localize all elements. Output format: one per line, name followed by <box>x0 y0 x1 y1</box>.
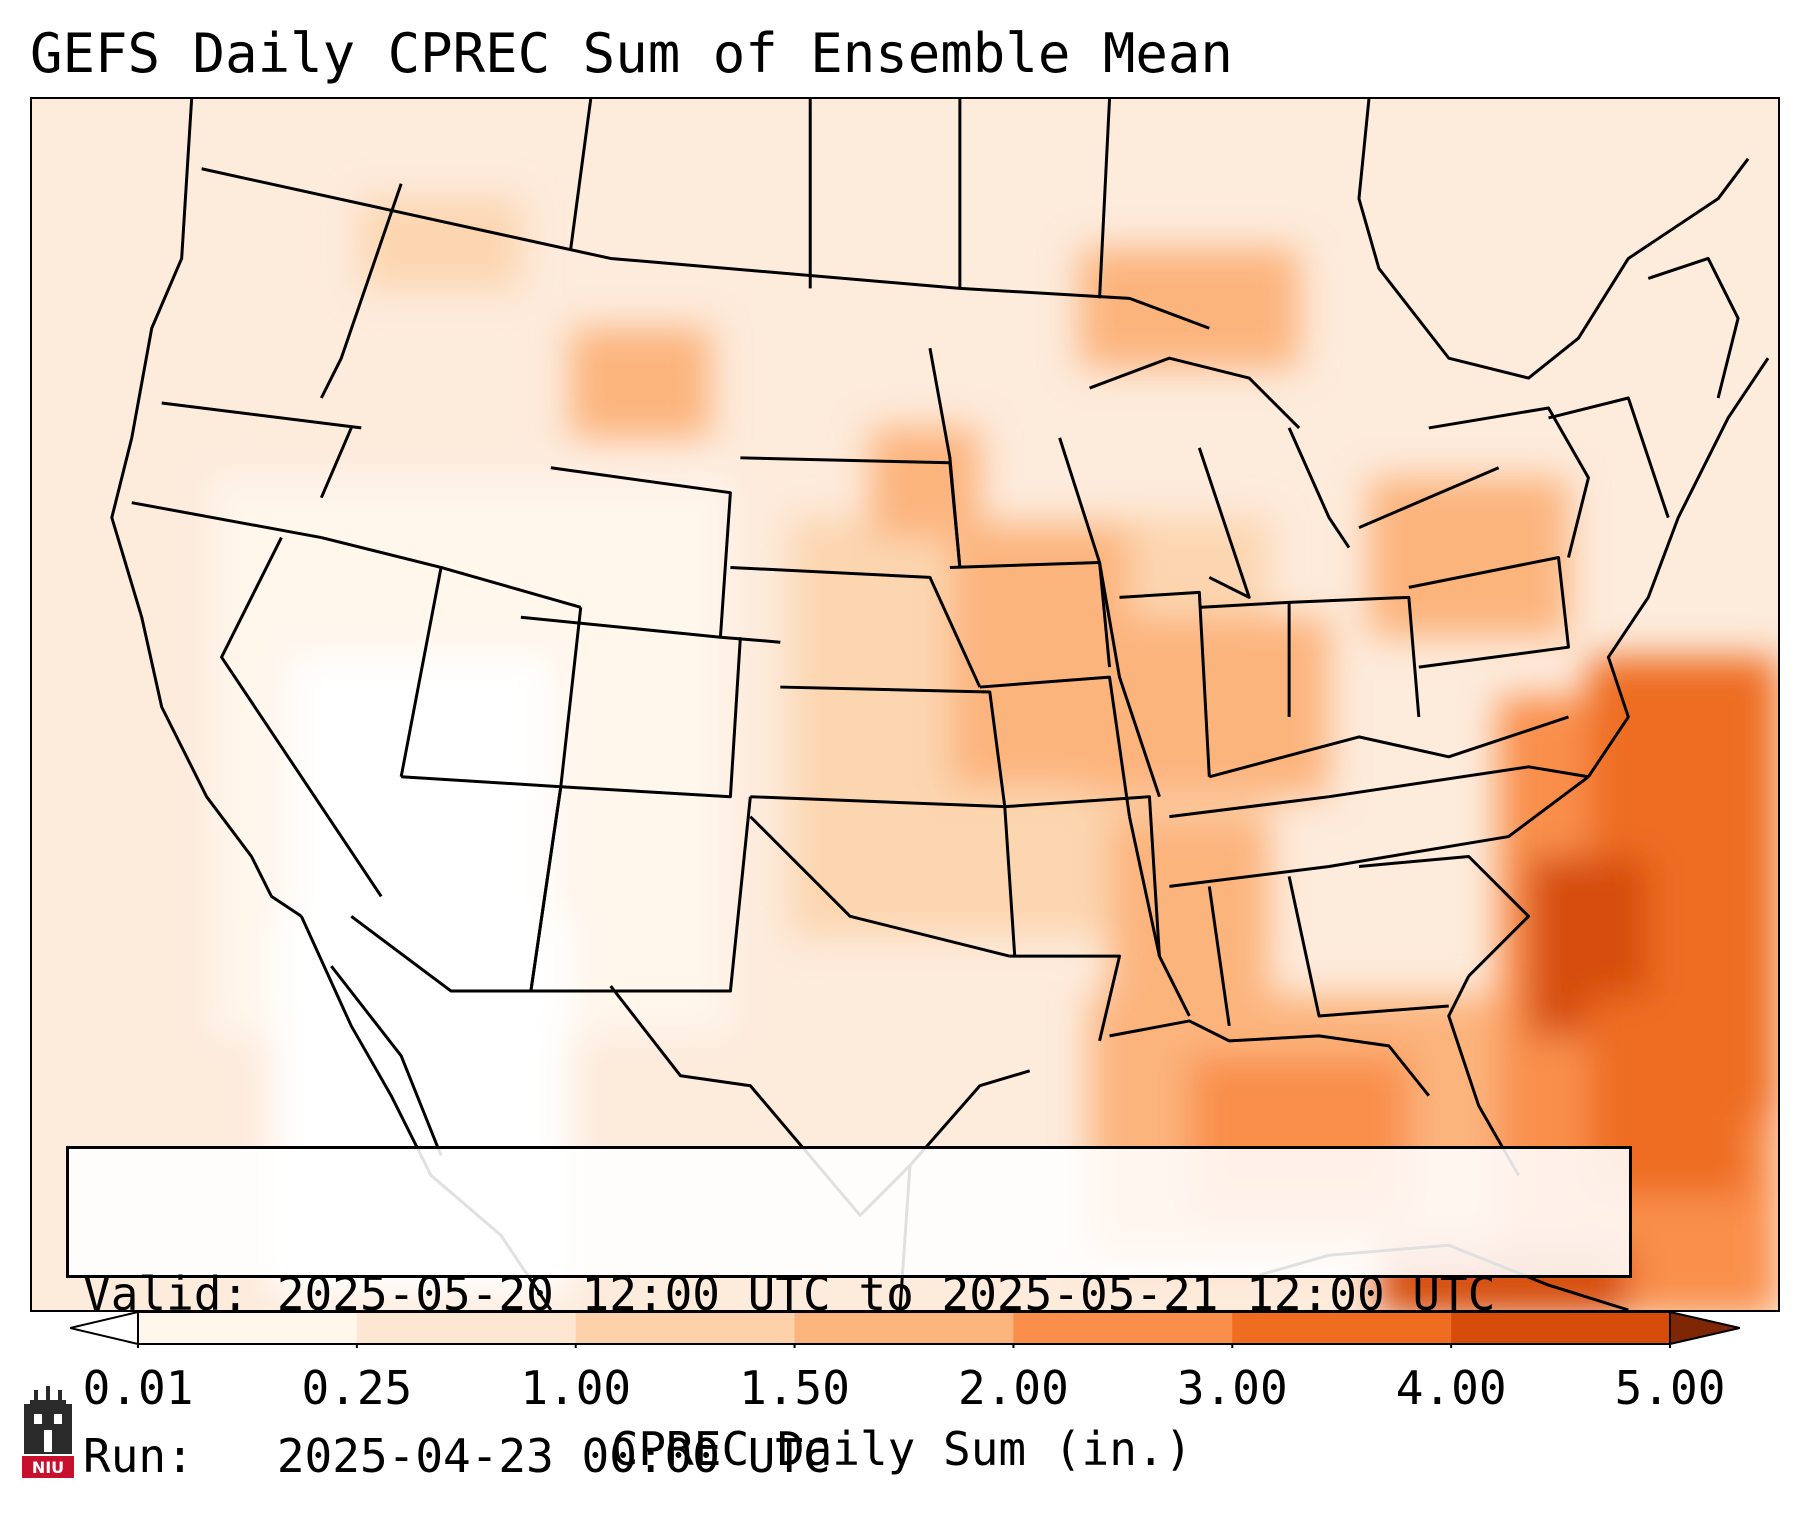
colorbar-segment <box>356 1312 577 1344</box>
colorbar-over-arrow <box>1669 1310 1740 1346</box>
colorbar-tick-label: 1.00 <box>520 1361 632 1415</box>
precipitation-map <box>30 97 1780 1312</box>
colorbar-segment <box>575 1312 796 1344</box>
colorbar-tick-label: 3.00 <box>1176 1361 1288 1415</box>
niu-logo: NIU <box>22 1386 74 1478</box>
colorbar-tick-label: 2.00 <box>958 1361 1069 1415</box>
colorbar-segment <box>794 1312 1014 1344</box>
colorbar-tick-label: 0.25 <box>301 1361 413 1415</box>
colorbar-tick-label: 0.01 <box>82 1361 194 1415</box>
map-title: GEFS Daily CPREC Sum of Ensemble Mean <box>30 22 1233 85</box>
logo-text: NIU <box>32 1458 64 1477</box>
colorbar-label: CPREC Daily Sum (in.) <box>610 1422 1193 1476</box>
valid-run-info-box: Valid: 2025-05-20 12:00 UTC to 2025-05-2… <box>66 1146 1632 1483</box>
colorbar <box>70 1310 1740 1348</box>
colorbar-segment <box>1451 1312 1671 1344</box>
colorbar-tick-label: 1.50 <box>739 1361 850 1415</box>
boundary-lines <box>110 99 1770 1310</box>
colorbar-segment <box>1013 1312 1233 1344</box>
colorbar-under-arrow <box>70 1310 139 1346</box>
colorbar-outline <box>137 1311 1671 1345</box>
colorbar-segment <box>138 1312 358 1344</box>
colorbar-tick-label: 5.00 <box>1614 1361 1726 1415</box>
colorbar-segment <box>1232 1312 1452 1344</box>
run-time-text: Run: 2025-04-23 00:00 UTC <box>83 1429 831 1483</box>
map-canvas <box>32 99 1778 1310</box>
colorbar-tick-label: 4.00 <box>1395 1361 1507 1415</box>
